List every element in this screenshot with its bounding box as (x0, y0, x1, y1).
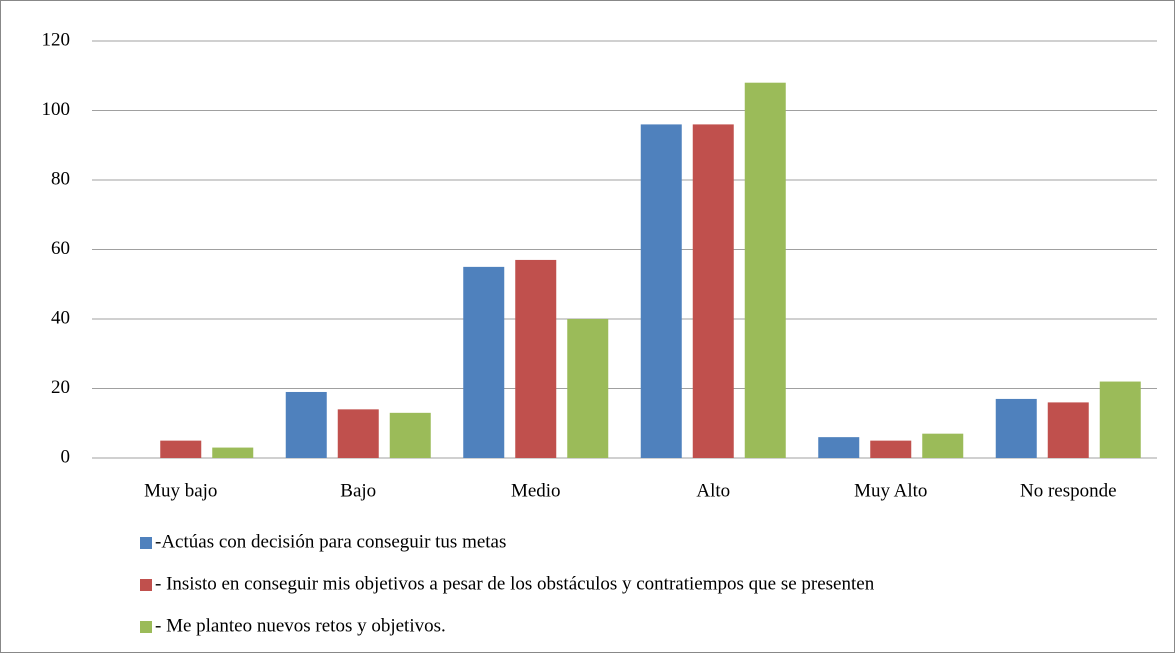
y-tick-label: 100 (42, 99, 71, 120)
bar (463, 266, 505, 458)
bar (744, 82, 786, 458)
bar (818, 437, 860, 458)
x-tick-label: Bajo (340, 480, 376, 501)
bar (212, 447, 254, 458)
legend-swatch (140, 621, 152, 633)
x-tick-label: Alto (696, 480, 730, 501)
bar (692, 124, 734, 459)
y-tick-label: 120 (42, 29, 71, 50)
bar (285, 391, 327, 458)
bar (567, 319, 609, 458)
bar (160, 440, 202, 458)
x-tick-label: Muy bajo (144, 480, 217, 501)
y-tick-label: 60 (51, 238, 70, 259)
bar (922, 433, 964, 458)
y-tick-label: 80 (51, 168, 70, 189)
bar (1047, 402, 1089, 458)
y-tick-label: 20 (51, 377, 70, 398)
bar (995, 398, 1037, 458)
x-tick-label: No responde (1020, 480, 1117, 501)
legend-label: -Actúas con decisión para conseguir tus … (155, 531, 506, 552)
y-tick-label: 0 (61, 446, 71, 467)
x-tick-label: Medio (511, 480, 561, 501)
bar (640, 124, 682, 459)
legend-label: - Insisto en conseguir mis objetivos a p… (155, 573, 875, 594)
legend-swatch (140, 579, 152, 591)
bar (515, 259, 557, 458)
bar (337, 409, 379, 458)
x-tick-label: Muy Alto (854, 480, 927, 501)
bar (870, 440, 912, 458)
legend-label: - Me planteo nuevos retos y objetivos. (155, 615, 446, 636)
bar (389, 412, 431, 458)
y-tick-label: 40 (51, 307, 70, 328)
bar (1099, 381, 1141, 458)
legend-swatch (140, 537, 152, 549)
